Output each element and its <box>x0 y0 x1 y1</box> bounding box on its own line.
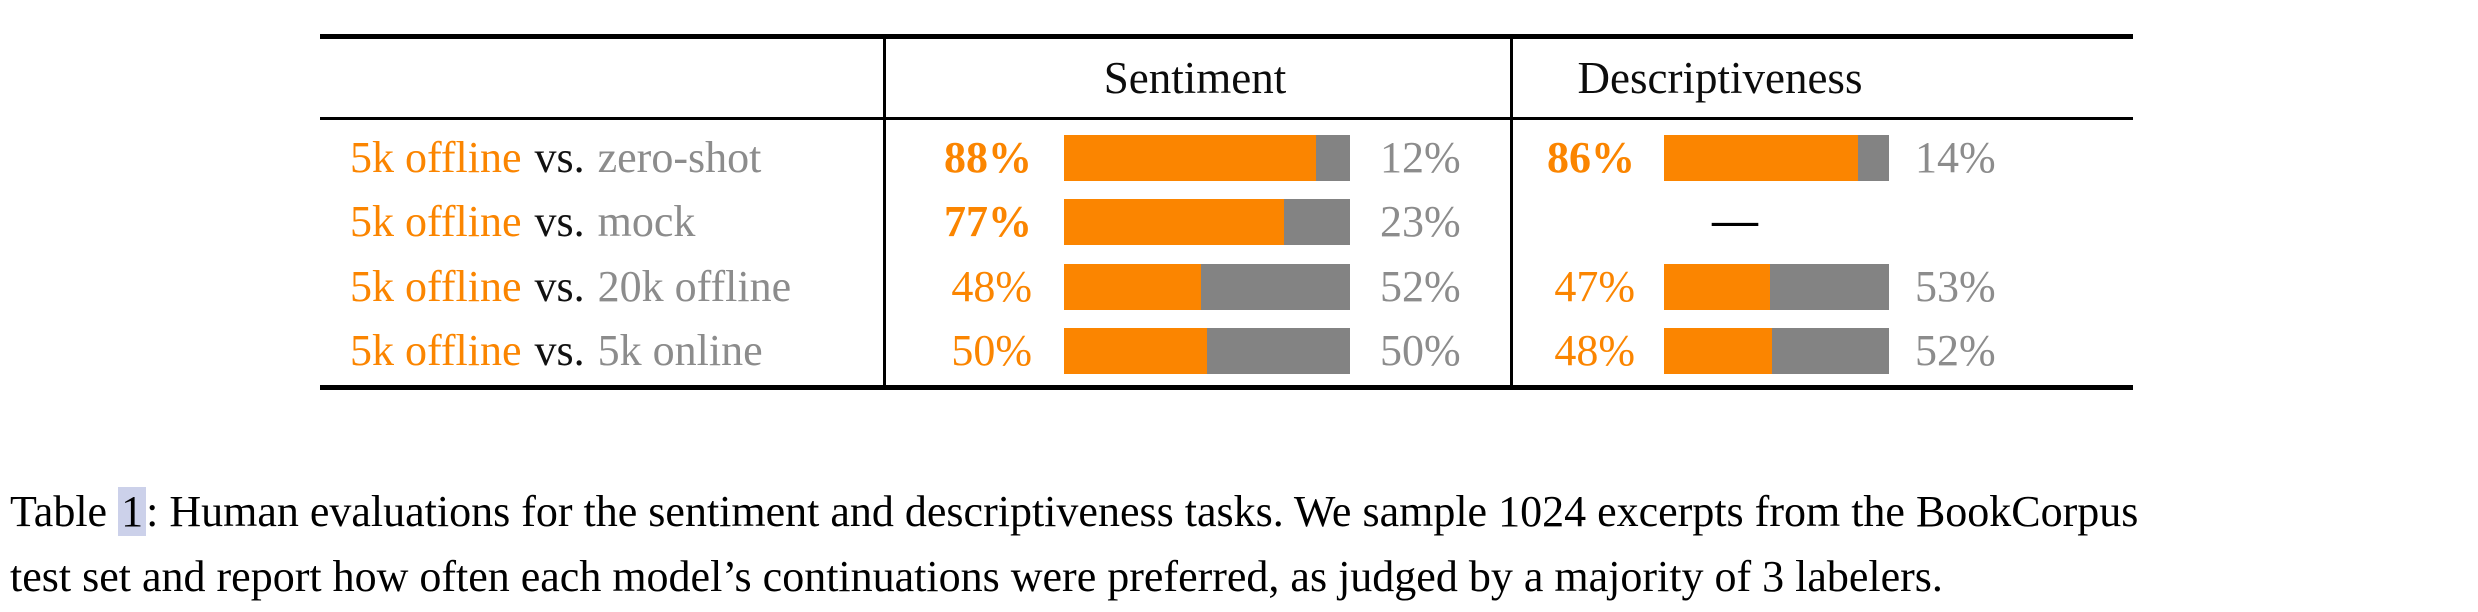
descriptiveness-stacked-bar <box>1664 135 1889 181</box>
sentiment-win-percentage: 88% <box>944 133 1032 182</box>
table-top-rule <box>320 34 2133 39</box>
model-b-label: 20k offline <box>597 262 792 311</box>
table-row: 5k offline vs. 20k offline 48% 52% 47% 5… <box>0 255 2478 319</box>
column-divider-left <box>883 39 886 385</box>
sentiment-lose-percentage: 23% <box>1380 197 1461 246</box>
vs-label: vs. <box>534 326 585 375</box>
descriptiveness-win-percentage: 86% <box>1547 133 1635 182</box>
descriptiveness-win-percentage: 47% <box>1554 262 1635 311</box>
descriptiveness-win-percentage: 48% <box>1554 326 1635 375</box>
table-caption: Table 1: Human evaluations for the senti… <box>10 479 2472 609</box>
table-header-rule <box>320 117 2133 120</box>
sentiment-win-percentage: 50% <box>951 326 1032 375</box>
sentiment-stacked-bar <box>1064 328 1350 374</box>
table-bottom-rule <box>320 385 2133 390</box>
model-a-label: 5k offline <box>350 197 522 246</box>
model-a-label: 5k offline <box>350 133 522 182</box>
vs-label: vs. <box>534 262 585 311</box>
descriptiveness-stacked-bar <box>1664 264 1889 310</box>
sentiment-stacked-bar <box>1064 135 1350 181</box>
model-a-label: 5k offline <box>350 326 522 375</box>
model-a-label: 5k offline <box>350 262 522 311</box>
preferred-fill <box>1064 264 1202 310</box>
table-number-link[interactable]: 1 <box>118 487 147 536</box>
descriptiveness-lose-percentage: 52% <box>1915 326 1996 375</box>
sentiment-win-percentage: 48% <box>951 262 1032 311</box>
preferred-fill <box>1064 199 1285 245</box>
caption-line-1: Table 1: Human evaluations for the senti… <box>10 479 2472 544</box>
descriptiveness-stacked-bar <box>1664 328 1889 374</box>
missing-value-dash: — <box>1712 194 1758 245</box>
comparison-label: 5k offline vs. 20k offline <box>350 255 791 319</box>
descriptiveness-lose-percentage: 14% <box>1915 133 1996 182</box>
sentiment-column-header: Sentiment <box>1103 53 1287 103</box>
descriptiveness-lose-percentage: 53% <box>1915 262 1996 311</box>
vs-label: vs. <box>534 197 585 246</box>
table-row: 5k offline vs. zero-shot 88% 12% 86% 14% <box>0 126 2478 190</box>
sentiment-stacked-bar <box>1064 264 1350 310</box>
preferred-fill <box>1664 135 1858 181</box>
comparison-label: 5k offline vs. 5k online <box>350 319 763 383</box>
preferred-fill <box>1664 328 1772 374</box>
sentiment-lose-percentage: 50% <box>1380 326 1461 375</box>
sentiment-win-percentage: 77% <box>944 197 1032 246</box>
sentiment-lose-percentage: 52% <box>1380 262 1461 311</box>
caption-text: : Human evaluations for the sentiment an… <box>146 487 2139 536</box>
table-row: 5k offline vs. mock 77% 23% — <box>0 190 2478 254</box>
preferred-fill <box>1064 135 1316 181</box>
descriptiveness-column-header: Descriptiveness <box>1577 53 1863 103</box>
preferred-fill <box>1664 264 1770 310</box>
caption-line-2: test set and report how often each model… <box>10 552 1943 601</box>
model-b-label: zero-shot <box>597 133 762 182</box>
model-b-label: mock <box>597 197 696 246</box>
table-row: 5k offline vs. 5k online 50% 50% 48% 52% <box>0 319 2478 383</box>
vs-label: vs. <box>534 133 585 182</box>
model-b-label: 5k online <box>597 326 763 375</box>
column-divider-right <box>1510 39 1513 385</box>
preferred-fill <box>1064 328 1207 374</box>
comparison-label: 5k offline vs. zero-shot <box>350 126 761 190</box>
sentiment-lose-percentage: 12% <box>1380 133 1461 182</box>
comparison-label: 5k offline vs. mock <box>350 190 695 254</box>
caption-prefix: Table <box>10 487 119 536</box>
sentiment-stacked-bar <box>1064 199 1350 245</box>
